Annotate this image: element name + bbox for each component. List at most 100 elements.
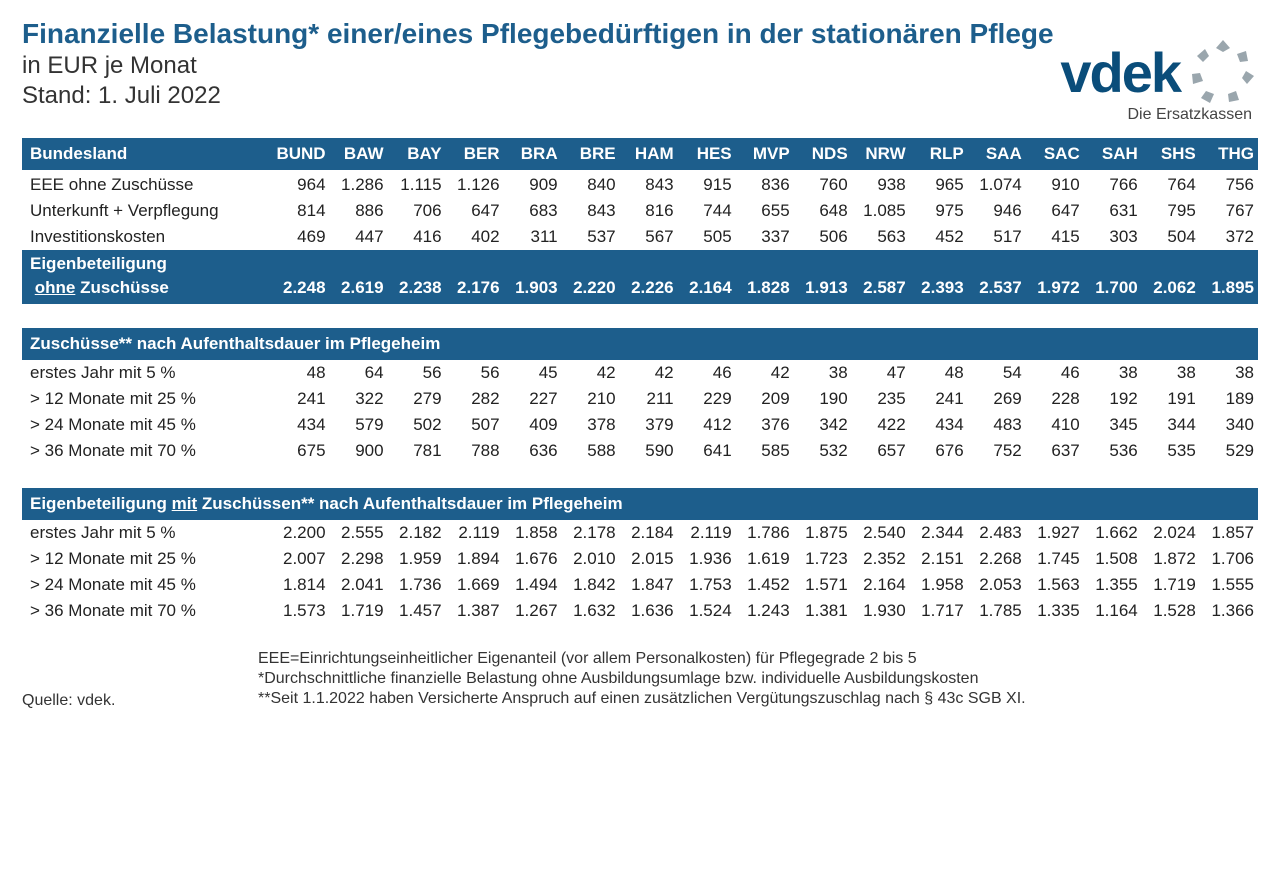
table-row: erstes Jahr mit 5 %2.2002.5552.1822.1191…: [22, 520, 1258, 546]
cell-value: 760: [794, 171, 852, 198]
column-header: SAA: [968, 138, 1026, 171]
column-header: RLP: [910, 138, 968, 171]
cell-value: 372: [1200, 224, 1258, 250]
cell-value: 2.119: [446, 520, 504, 546]
column-header: SAH: [1084, 138, 1142, 171]
row-label: > 36 Monate mit 70 %: [22, 438, 264, 464]
cell-value: 506: [794, 224, 852, 250]
cell-value: 1.959: [388, 546, 446, 572]
cell-value: 1.753: [678, 572, 736, 598]
cell-value: 1.355: [1084, 572, 1142, 598]
cell-value: 2.178: [562, 520, 620, 546]
cell-value: 1.700: [1084, 274, 1142, 304]
cell-value: 1.267: [504, 598, 562, 624]
cell-value: 655: [736, 198, 794, 224]
table-row: > 24 Monate mit 45 %1.8142.0411.7361.669…: [22, 572, 1258, 598]
cell-value: 1.563: [1026, 572, 1084, 598]
cell-value: 211: [620, 386, 678, 412]
column-header: BRE: [562, 138, 620, 171]
cell-value: 816: [620, 198, 678, 224]
cell-value: 1.736: [388, 572, 446, 598]
cell-value: 434: [910, 412, 968, 438]
cell-value: 38: [794, 360, 852, 386]
cell-value: 2.298: [330, 546, 388, 572]
cell-value: 788: [446, 438, 504, 464]
cell-value: 2.164: [678, 274, 736, 304]
cell-value: 190: [794, 386, 852, 412]
cell-value: 946: [968, 198, 1026, 224]
cell-value: 56: [446, 360, 504, 386]
cell-value: 657: [852, 438, 910, 464]
column-header: MVP: [736, 138, 794, 171]
cell-value: 1.243: [736, 598, 794, 624]
cell-value: 563: [852, 224, 910, 250]
subtitle: in EUR je Monat: [22, 52, 1060, 80]
cell-value: 1.286: [330, 171, 388, 198]
column-header: BER: [446, 138, 504, 171]
row-label: erstes Jahr mit 5 %: [22, 520, 264, 546]
source-label: Quelle: vdek.: [22, 648, 222, 710]
cell-value: 1.903: [504, 274, 562, 304]
cell-value: 379: [620, 412, 678, 438]
cell-value: 1.745: [1026, 546, 1084, 572]
cell-value: 909: [504, 171, 562, 198]
cell-value: 1.335: [1026, 598, 1084, 624]
table-row: > 36 Monate mit 70 %67590078178863658859…: [22, 438, 1258, 464]
logo-text: vdek: [1060, 45, 1180, 101]
cell-value: 376: [736, 412, 794, 438]
cell-value: 2.537: [968, 274, 1026, 304]
cell-value: 56: [388, 360, 446, 386]
cell-value: 210: [562, 386, 620, 412]
cell-value: 345: [1084, 412, 1142, 438]
cell-value: 269: [968, 386, 1026, 412]
cell-value: 2.226: [620, 274, 678, 304]
table-row: > 36 Monate mit 70 %1.5731.7191.4571.387…: [22, 598, 1258, 624]
column-header: THG: [1200, 138, 1258, 171]
cell-value: 2.015: [620, 546, 678, 572]
cell-value: 46: [678, 360, 736, 386]
cell-value: 42: [620, 360, 678, 386]
cell-value: 303: [1084, 224, 1142, 250]
row-label: > 36 Monate mit 70 %: [22, 598, 264, 624]
section-header: Eigenbeteiligung mit Zuschüssen** nach A…: [22, 488, 1258, 520]
cell-value: 410: [1026, 412, 1084, 438]
cell-value: 1.719: [330, 598, 388, 624]
cell-value: 1.662: [1084, 520, 1142, 546]
cell-value: 42: [562, 360, 620, 386]
cell-value: 1.719: [1142, 572, 1200, 598]
column-header: BAW: [330, 138, 388, 171]
cell-value: 483: [968, 412, 1026, 438]
cell-value: 585: [736, 438, 794, 464]
cell-value: 1.858: [504, 520, 562, 546]
cell-value: 38: [1084, 360, 1142, 386]
column-header: HES: [678, 138, 736, 171]
cell-value: 1.366: [1200, 598, 1258, 624]
cell-value: 647: [1026, 198, 1084, 224]
cell-value: 409: [504, 412, 562, 438]
cell-value: 46: [1026, 360, 1084, 386]
row-label: > 24 Monate mit 45 %: [22, 412, 264, 438]
cell-value: 42: [736, 360, 794, 386]
cell-value: 447: [330, 224, 388, 250]
cell-value: 2.176: [446, 274, 504, 304]
row-label: EEE ohne Zuschüsse: [22, 171, 264, 198]
cell-value: 1.528: [1142, 598, 1200, 624]
page-title: Finanzielle Belastung* einer/eines Pfleg…: [22, 18, 1060, 50]
cell-value: 504: [1142, 224, 1200, 250]
cell-value: 412: [678, 412, 736, 438]
cell-value: 48: [910, 360, 968, 386]
cell-value: 344: [1142, 412, 1200, 438]
column-header: BUND: [264, 138, 330, 171]
cell-value: 2.200: [264, 520, 330, 546]
cell-value: 1.786: [736, 520, 794, 546]
cell-value: 537: [562, 224, 620, 250]
cell-value: 900: [330, 438, 388, 464]
cell-value: 2.151: [910, 546, 968, 572]
cell-value: 843: [562, 198, 620, 224]
cell-value: 1.706: [1200, 546, 1258, 572]
cell-value: 1.573: [264, 598, 330, 624]
cell-value: 2.238: [388, 274, 446, 304]
cell-value: 965: [910, 171, 968, 198]
cell-value: 915: [678, 171, 736, 198]
cell-value: 1.457: [388, 598, 446, 624]
